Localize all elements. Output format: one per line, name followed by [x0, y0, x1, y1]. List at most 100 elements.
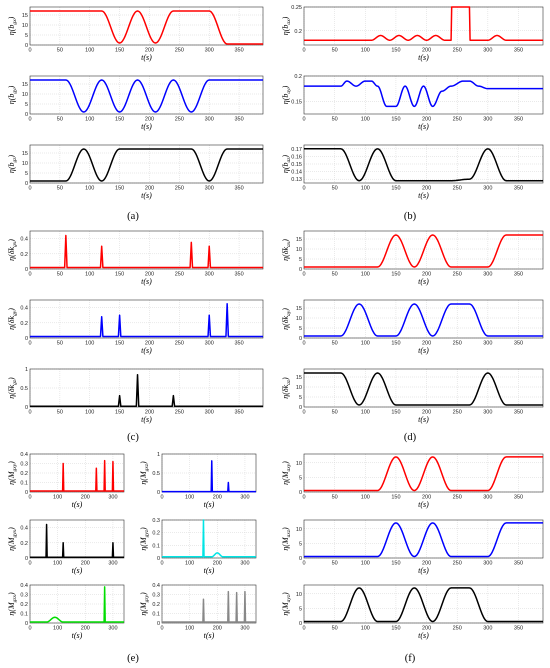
x-tick-label: 350 [514, 626, 523, 632]
x-tick-label: 50 [57, 186, 63, 192]
y-tick-label: 0.3 [152, 593, 160, 599]
x-tick-label: 100 [361, 341, 370, 347]
x-tick-label: 250 [175, 186, 184, 192]
x-tick-label: 150 [115, 410, 124, 416]
x-tick-label: 50 [332, 410, 338, 416]
x-tick-label: 300 [108, 495, 117, 501]
x-tick-label: 0 [28, 410, 31, 416]
y-tick-label: 0 [25, 112, 28, 118]
series-line-f3-0 [304, 587, 543, 623]
y-tick-label: 0.2 [20, 602, 28, 608]
y-tick-label: 0 [299, 267, 302, 273]
y-tick-label: 0.2 [20, 321, 28, 327]
series-line-a3-0 [30, 148, 263, 182]
panel-label-b: (b) [404, 211, 417, 222]
y-tick-label: 0.1 [20, 612, 28, 618]
x-tick-label: 350 [514, 117, 523, 123]
x-axis-label: t(s) [418, 631, 429, 640]
y-tick-label: 0.2 [20, 541, 28, 547]
x-tick-label: 50 [57, 117, 63, 123]
x-tick-label: 350 [514, 561, 523, 567]
y-tick-label: 15 [22, 13, 28, 19]
y-tick-label: 0.5 [20, 386, 28, 392]
y-tick-label: 0.2 [152, 602, 160, 608]
x-tick-label: 150 [391, 410, 400, 416]
y-tick-label: 10 [22, 161, 28, 167]
y-tick-label: 0 [299, 336, 302, 342]
x-tick-label: 350 [514, 186, 523, 192]
y-tick-label: 0 [299, 556, 302, 562]
y-tick-label: 0.2 [294, 29, 302, 35]
x-tick-label: 100 [361, 561, 370, 567]
x-tick-label: 200 [422, 341, 431, 347]
x-axis-label: t(s) [418, 53, 429, 62]
x-tick-label: 200 [422, 410, 431, 416]
chart-b1: 0 50 100 150 200 250 300 350 0.2 0.25 t(s) η(bax) [281, 5, 544, 62]
x-tick-label: 300 [205, 117, 214, 123]
y-tick-label: 15 [296, 375, 302, 381]
panel-label-d: (d) [404, 432, 417, 443]
plot-frame [29, 453, 125, 493]
y-axis-label: η(δkgz) [7, 377, 18, 399]
x-tick-label: 200 [422, 117, 431, 123]
y-tick-label: 15 [22, 82, 28, 88]
chart-c3: 0 50 100 150 200 250 300 350 0 0.5 1 t(s) η(δkgz) [7, 367, 264, 424]
x-tick-label: 200 [213, 626, 222, 632]
series-line-d2-0 [304, 303, 543, 337]
x-tick-label: 350 [235, 410, 244, 416]
x-tick-label: 250 [453, 495, 462, 501]
x-axis-label: t(s) [418, 277, 429, 286]
chart-f1: 0 50 100 150 200 250 300 350 0 5 10 t(s) η(Maxy) [281, 453, 544, 509]
chart-e3: 0 100 200 300 0 0.2 0.4 t(s) η(Mgyx) [7, 519, 125, 575]
y-axis-label: η(bay) [281, 85, 292, 104]
x-tick-label: 150 [391, 117, 400, 123]
x-tick-label: 0 [160, 495, 163, 501]
plot-frame [303, 144, 544, 184]
y-tick-label: 10 [22, 92, 28, 98]
x-tick-label: 0 [302, 561, 305, 567]
x-tick-label: 350 [514, 410, 523, 416]
x-tick-label: 150 [115, 272, 124, 278]
x-axis-label: t(s) [141, 53, 152, 62]
x-tick-label: 200 [422, 561, 431, 567]
y-tick-label: 0.13 [291, 177, 302, 183]
x-axis-label: t(s) [204, 566, 215, 575]
y-tick-label: 0.4 [20, 583, 28, 589]
chart-a1: 0 50 100 150 200 250 300 350 0 5 10 15 t(s) η(bgx) [7, 6, 264, 62]
x-tick-label: 200 [145, 341, 154, 347]
y-tick-label: 0 [25, 336, 28, 342]
y-tick-label: 0.16 [291, 154, 302, 160]
y-tick-label: 15 [296, 306, 302, 312]
y-axis-label: η(Mgyz) [139, 527, 150, 551]
x-tick-label: 150 [115, 48, 124, 54]
x-tick-label: 350 [235, 186, 244, 192]
chart-b3: 0 50 100 150 200 250 300 350 0.130.14 0.15 0.160.1… [281, 144, 544, 200]
x-tick-label: 200 [213, 561, 222, 567]
x-axis-label: t(s) [141, 346, 152, 355]
x-tick-label: 100 [53, 495, 62, 501]
y-axis-label: η(bax) [281, 16, 292, 35]
x-tick-label: 300 [240, 561, 249, 567]
panel-label-c: (c) [127, 432, 139, 443]
y-axis-label: η(Maxy) [281, 461, 292, 485]
x-tick-label: 250 [453, 626, 462, 632]
x-tick-label: 200 [145, 117, 154, 123]
x-axis-label: t(s) [141, 277, 152, 286]
x-tick-label: 200 [422, 48, 431, 54]
x-tick-label: 300 [205, 186, 214, 192]
series-line-b3-0 [304, 148, 543, 182]
x-tick-label: 250 [453, 186, 462, 192]
y-tick-label: 10 [296, 527, 302, 533]
x-tick-label: 0 [28, 495, 31, 501]
plot-frame [303, 584, 544, 624]
x-tick-label: 0 [28, 48, 31, 54]
x-tick-label: 300 [483, 186, 492, 192]
chart-a3: 0 50 100 150 200 250 300 350 0 5 10 15 t(s) η(bgz) [7, 144, 264, 200]
y-tick-label: 10 [296, 592, 302, 598]
x-tick-label: 0 [302, 117, 305, 123]
x-tick-label: 100 [361, 117, 370, 123]
x-tick-label: 100 [185, 561, 194, 567]
x-tick-label: 150 [391, 495, 400, 501]
